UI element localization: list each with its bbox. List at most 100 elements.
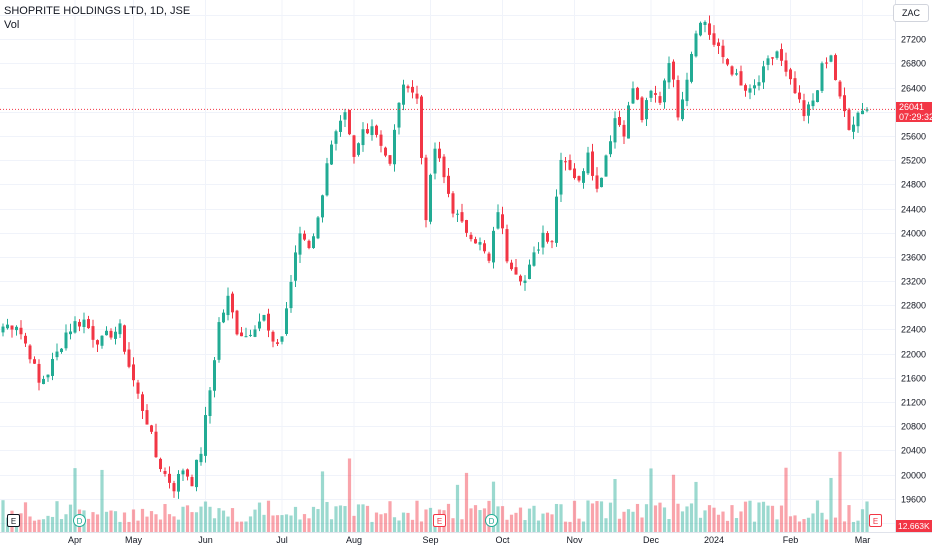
- earnings-event-icon[interactable]: E: [7, 514, 20, 527]
- volume-bar: [788, 516, 793, 532]
- price-tick-label: 20400: [901, 446, 926, 456]
- volume-bar: [820, 512, 824, 532]
- candle-body: [78, 321, 81, 327]
- volume-bar: [136, 520, 140, 532]
- candle-body: [555, 196, 558, 243]
- earnings-event-icon[interactable]: E: [869, 514, 882, 527]
- volume-bar: [725, 520, 730, 532]
- candle-body: [564, 161, 567, 163]
- candle-body: [838, 81, 842, 97]
- volume-legend[interactable]: Vol: [4, 19, 20, 31]
- candle-body: [168, 473, 171, 483]
- candle-body: [19, 327, 23, 335]
- volume-bar: [392, 517, 397, 532]
- volume-bar: [325, 501, 329, 532]
- price-axis[interactable]: 1920019600200002040020800212002160022000…: [901, 11, 926, 529]
- candle-body: [730, 66, 734, 75]
- volume-bar: [275, 515, 280, 532]
- candle-body: [438, 148, 441, 159]
- volume-bar: [410, 519, 415, 532]
- volume-bar: [766, 505, 770, 532]
- volume-bar: [91, 512, 95, 532]
- time-tick-label: 2024: [704, 535, 724, 545]
- volume-bar: [532, 505, 536, 532]
- volume-bar: [608, 502, 613, 532]
- volume-bar: [815, 500, 820, 532]
- volume-bar: [397, 520, 401, 532]
- candle-body: [249, 334, 252, 336]
- volume-bar: [775, 519, 779, 532]
- volume-bar: [761, 501, 766, 532]
- candle-body: [136, 382, 140, 394]
- volume-bar: [469, 508, 473, 532]
- candle-body: [96, 340, 99, 345]
- candle-body: [325, 163, 329, 196]
- candle-body: [141, 394, 144, 411]
- currency-button[interactable]: ZAC: [893, 4, 929, 22]
- candle-body: [159, 458, 162, 470]
- candle-body: [186, 469, 189, 477]
- volume-bar: [104, 511, 109, 532]
- volume-bar: [365, 505, 370, 532]
- volume-bar: [491, 481, 496, 532]
- earnings-event-icon[interactable]: E: [433, 514, 446, 527]
- candle-body: [667, 63, 671, 83]
- time-tick-label: Jun: [198, 535, 213, 545]
- volume-bar: [658, 502, 662, 532]
- dividend-event-icon[interactable]: D: [73, 514, 86, 527]
- volume-bar: [424, 509, 428, 532]
- volume-bar: [712, 507, 716, 532]
- candle-body: [636, 87, 639, 100]
- time-tick-label: Feb: [783, 535, 799, 545]
- candle-body: [213, 360, 216, 391]
- volume-bar: [626, 509, 631, 532]
- candle-body: [244, 336, 248, 338]
- volume-bar: [361, 504, 365, 532]
- candle-body: [766, 58, 770, 65]
- candle-body: [685, 79, 689, 102]
- time-axis[interactable]: Apr May Jun Jul Aug Sep Oct Nov Dec 2024 Feb Mar: [68, 535, 870, 545]
- candle-body: [514, 267, 518, 275]
- volume-bar: [68, 504, 73, 532]
- candle-body: [789, 69, 792, 80]
- volume-bar: [37, 519, 41, 532]
- candle-body: [856, 112, 860, 127]
- candle-body: [258, 321, 261, 329]
- candle-body: [577, 176, 581, 181]
- volume-bar: [464, 472, 469, 532]
- volume-bar: [545, 512, 550, 532]
- candle-body: [627, 105, 630, 139]
- volume-bar: [586, 500, 590, 532]
- candle-body: [672, 61, 675, 80]
- volume-bar: [113, 511, 118, 532]
- candle-body: [861, 110, 864, 115]
- candle-body: [744, 85, 747, 91]
- volume-bar: [631, 511, 635, 532]
- symbol-title[interactable]: SHOPRITE HOLDINGS LTD, 1D, JSE: [4, 5, 191, 17]
- volume-bar: [595, 501, 599, 532]
- time-tick-label: Apr: [68, 535, 82, 545]
- candle-body: [775, 51, 779, 58]
- candle-body: [510, 262, 513, 270]
- dividend-event-icon[interactable]: D: [485, 514, 498, 527]
- candle-body: [28, 345, 32, 360]
- volume-bar: [131, 509, 136, 532]
- volume-bar: [523, 520, 527, 532]
- volume-bar: [572, 500, 577, 532]
- candle-body: [591, 151, 594, 176]
- volume-bar: [100, 469, 104, 532]
- candle-body: [204, 415, 207, 456]
- volume-bar: [847, 505, 851, 532]
- candle-body: [523, 280, 527, 283]
- candle-body: [712, 33, 716, 45]
- volume-bar: [293, 506, 298, 532]
- volume-bar: [509, 514, 514, 532]
- candle-body: [690, 53, 693, 82]
- time-tick-label: Oct: [495, 535, 510, 545]
- volume-bar: [536, 520, 541, 532]
- time-tick-label: Nov: [566, 535, 583, 545]
- candle-body: [24, 335, 27, 344]
- candle-body: [307, 240, 311, 248]
- candle-body: [199, 453, 203, 463]
